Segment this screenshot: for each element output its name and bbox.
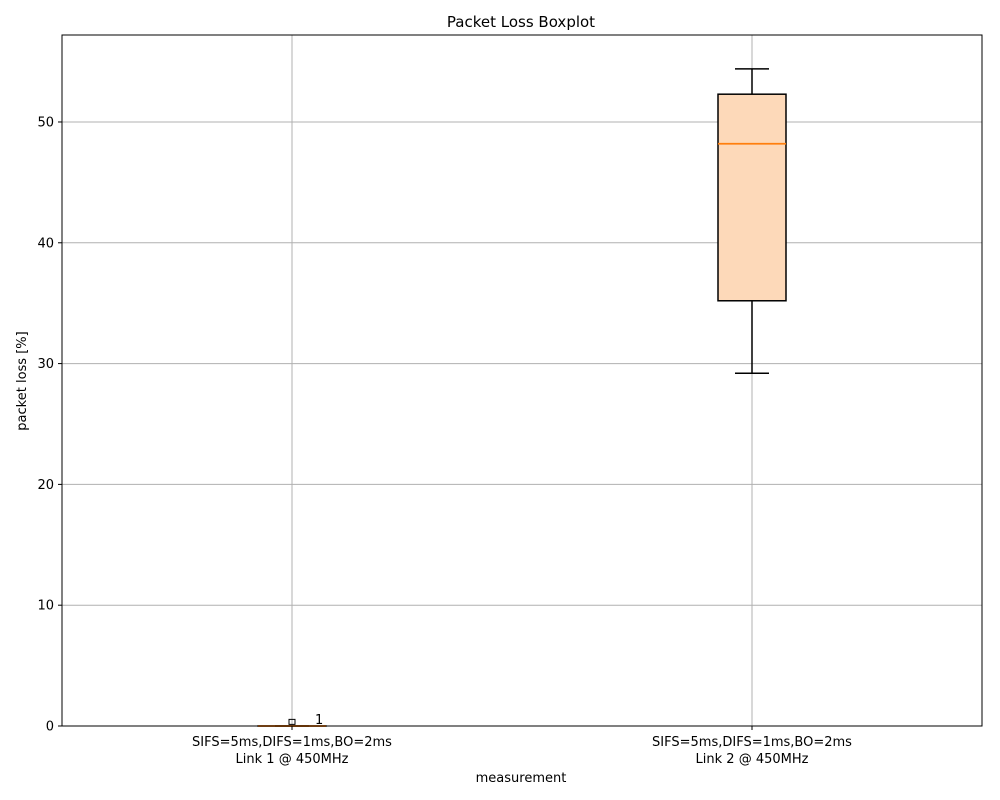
y-axis-label: packet loss [%] xyxy=(15,331,30,430)
x-tick-label: Link 2 @ 450MHz xyxy=(696,752,809,767)
y-tick-label: 50 xyxy=(37,115,54,130)
x-axis-label: measurement xyxy=(476,771,567,786)
box-iqr xyxy=(717,93,787,302)
grid-lines xyxy=(62,35,982,727)
x-tick-label: SIFS=5ms,DIFS=1ms,BO=2ms xyxy=(652,735,852,750)
x-tick-label: Link 1 @ 450MHz xyxy=(236,752,349,767)
y-tick-label: 10 xyxy=(37,599,54,614)
y-tick-label: 20 xyxy=(37,478,54,493)
boxes: 1 xyxy=(257,68,787,728)
box-group xyxy=(717,68,787,375)
y-tick-label: 40 xyxy=(37,236,54,251)
y-tick-label: 30 xyxy=(37,357,54,372)
y-tick-label: 0 xyxy=(46,720,54,735)
plot-frame xyxy=(61,34,983,727)
x-tick-label: SIFS=5ms,DIFS=1ms,BO=2ms xyxy=(192,735,392,750)
outlier-marker xyxy=(288,718,296,725)
axes: 0 10 20 30 40 50 SIFS=5ms,DIFS=1ms,BO=2ms Link … xyxy=(37,115,852,767)
chart-title: Packet Loss Boxplot xyxy=(447,13,595,31)
annotation-label: 1 xyxy=(315,713,323,728)
